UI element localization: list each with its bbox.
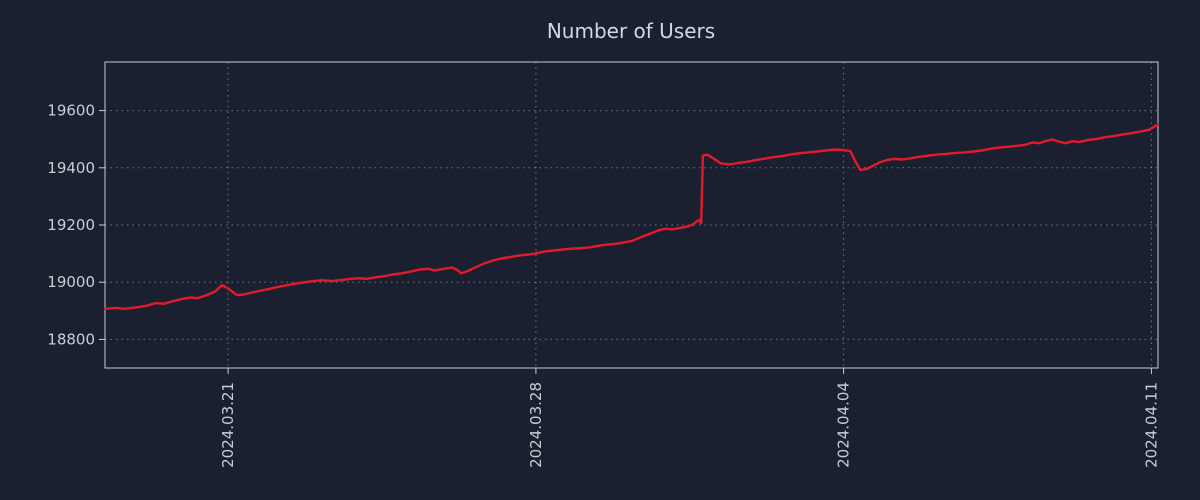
axis-tick-marks	[99, 110, 1152, 374]
y-tick-label: 19000	[47, 273, 95, 291]
users-series-line	[103, 123, 1160, 310]
y-axis-labels: 18800 19000 19200 19400 19600	[47, 102, 95, 349]
y-tick-label: 19200	[47, 216, 95, 234]
chart-title: Number of Users	[547, 19, 715, 43]
x-axis-labels: 2024.03.21 2024.03.28 2024.04.04 2024.04.11	[219, 382, 1160, 468]
x-tick-label: 2024.04.11	[1142, 382, 1160, 468]
x-tick-label: 2024.03.21	[219, 382, 237, 468]
y-tick-label: 19600	[47, 102, 95, 120]
plot-border	[104, 61, 1159, 369]
x-tick-label: 2024.04.04	[835, 382, 853, 468]
grid-lines	[105, 62, 1158, 368]
y-tick-label: 19400	[47, 159, 95, 177]
x-tick-label: 2024.03.28	[527, 382, 545, 468]
y-tick-label: 18800	[47, 330, 95, 348]
